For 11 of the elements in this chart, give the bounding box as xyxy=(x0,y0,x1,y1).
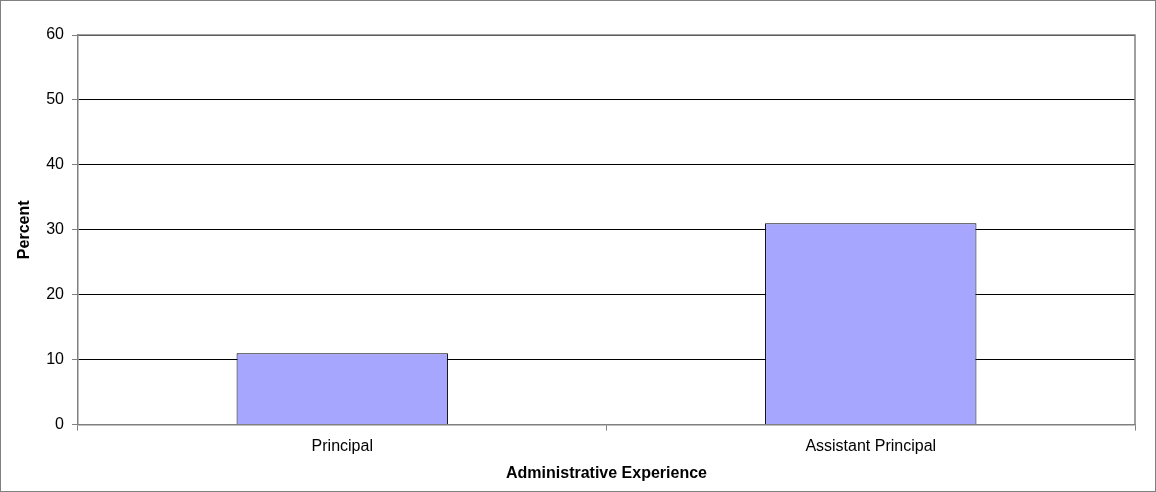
x-axis-title: Administrative Experience xyxy=(506,463,708,481)
y-tick-label: 60 xyxy=(46,25,65,43)
y-tick-label: 10 xyxy=(46,350,65,368)
y-tick-label: 40 xyxy=(46,155,65,173)
x-tick-label: Assistant Principal xyxy=(805,436,937,454)
x-tick-label: Principal xyxy=(311,436,373,454)
y-tick-label: 50 xyxy=(46,90,65,108)
y-tick-label: 20 xyxy=(46,285,65,303)
y-tick-label: 0 xyxy=(55,415,65,433)
y-tick-label: 30 xyxy=(46,220,65,238)
y-axis-title: Percent xyxy=(15,199,33,260)
